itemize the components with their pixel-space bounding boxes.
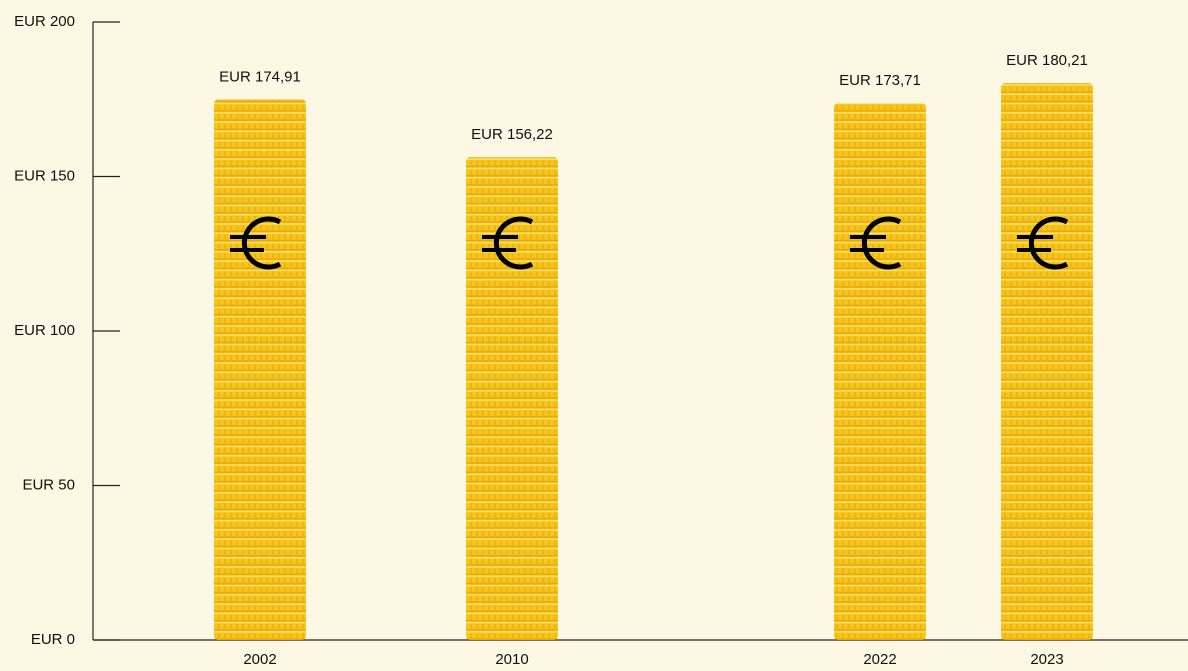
value-label: EUR 174,91 <box>219 68 301 85</box>
bar <box>1001 83 1093 640</box>
bar <box>214 100 306 640</box>
bar <box>834 103 926 640</box>
y-tick-label: EUR 50 <box>22 476 75 493</box>
page: {"chart_data": {"type": "bar", "categori… <box>0 0 1188 671</box>
y-tick-label: EUR 0 <box>31 631 75 648</box>
y-tick-label: EUR 150 <box>14 167 75 184</box>
bar <box>466 157 558 640</box>
value-label: EUR 173,71 <box>839 72 921 89</box>
x-tick-label: 2010 <box>495 651 528 668</box>
x-tick-label: 2002 <box>243 651 276 668</box>
x-tick-label: 2023 <box>1030 651 1063 668</box>
value-label: EUR 180,21 <box>1006 52 1088 69</box>
value-label: EUR 156,22 <box>471 126 553 143</box>
x-tick-label: 2022 <box>863 651 896 668</box>
chart: EUR 0 EUR 50 EUR 100 EUR 150 EUR 200 2002 EUR … <box>0 0 1188 671</box>
y-tick-label: EUR 200 <box>14 13 75 30</box>
y-tick-label: EUR 100 <box>14 322 75 339</box>
